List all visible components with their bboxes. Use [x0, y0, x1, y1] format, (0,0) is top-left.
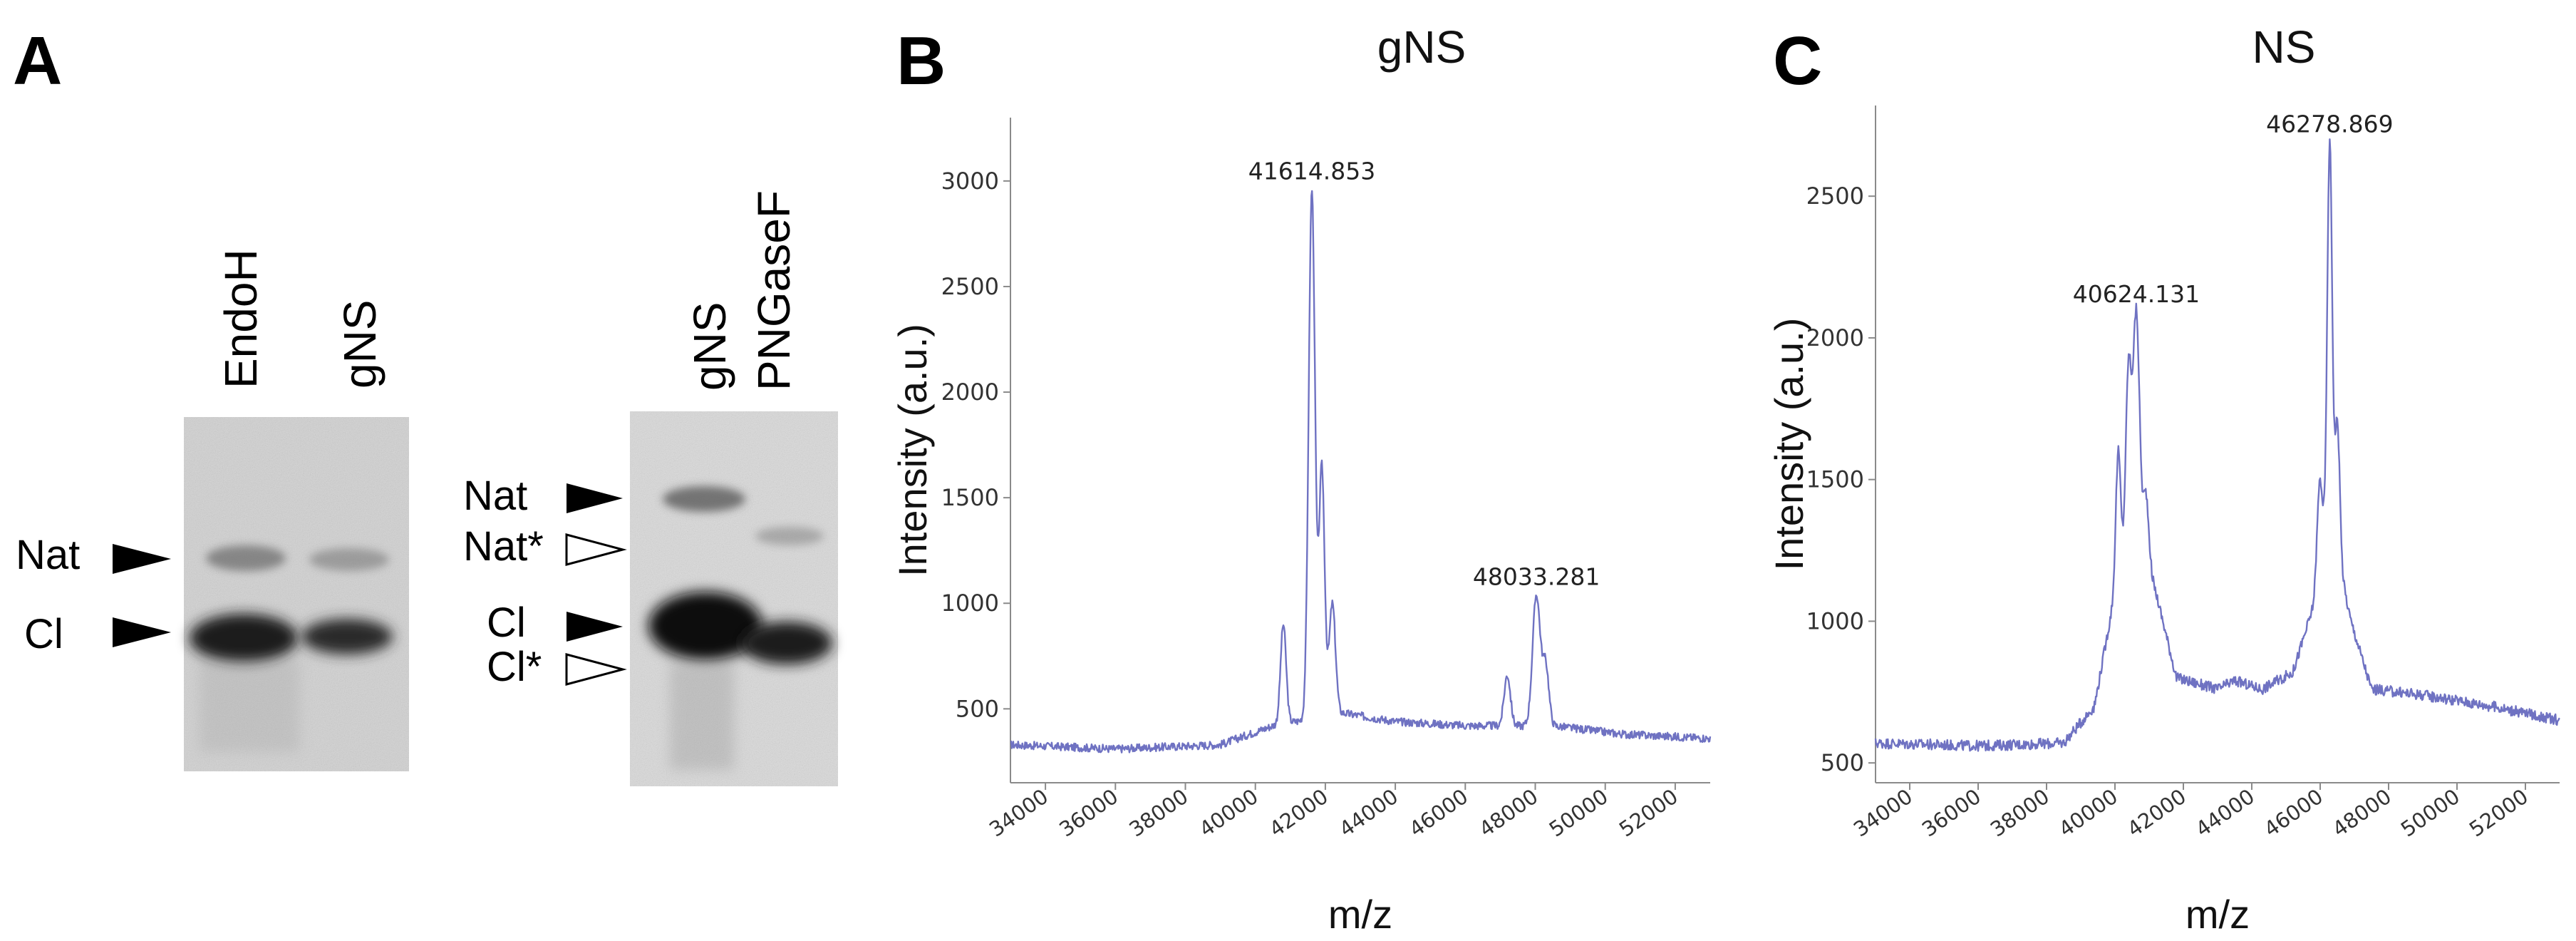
x-tick-label: 36000 — [1055, 784, 1122, 842]
band-label-cl: Cl — [24, 611, 63, 657]
gel-1: EndoH gNS Nat Cl — [16, 249, 409, 771]
x-tick-label: 36000 — [1918, 784, 1985, 842]
band-cl-endoh — [190, 614, 298, 662]
x-tick-label: 34000 — [1849, 784, 1917, 842]
y-axis-label: Intensity (a.u.) — [1767, 318, 1811, 571]
arrow-open-icon — [565, 533, 627, 566]
spectrum-trace — [1010, 190, 1712, 754]
x-tick-label: 40000 — [2054, 784, 2122, 842]
x-tick-label: 48000 — [1474, 784, 1542, 842]
band-label-natstar: Nat* — [463, 523, 544, 570]
y-tick-label: 500 — [956, 695, 999, 722]
y-axis-label: Intensity (a.u.) — [890, 324, 935, 577]
x-tick-label: 50000 — [1545, 784, 1613, 842]
gel-2-image — [630, 411, 838, 786]
lane-label-pngasef: PNGaseF — [748, 190, 800, 391]
band-nat-gns — [309, 548, 389, 571]
x-tick-label: 48000 — [2328, 784, 2396, 842]
band-label-nat: Nat — [16, 532, 80, 578]
y-tick-label: 2000 — [1806, 324, 1864, 351]
chart-title: NS — [2252, 21, 2316, 73]
x-tick-label: 50000 — [2396, 784, 2464, 842]
panel-letter-a: A — [13, 23, 62, 99]
chart-gns: gNS 500 1000 1500 2000 2500 3000 34000 36000 3800… — [890, 21, 1712, 937]
x-tick-label: 44000 — [2191, 784, 2259, 842]
arrow-filled-icon — [113, 617, 171, 647]
band-clstar-pngasef — [741, 622, 832, 664]
band-cl-gns-2 — [648, 592, 762, 660]
arrow-filled-icon — [113, 544, 171, 574]
x-axis-label: m/z — [1328, 892, 1392, 937]
arrow-filled-icon — [567, 483, 623, 513]
y-tick-label: 1500 — [941, 484, 999, 511]
x-axis-label: m/z — [2186, 892, 2250, 937]
y-tick-label: 2500 — [941, 273, 999, 300]
x-tick-label: 46000 — [2260, 784, 2327, 842]
y-tick-label: 500 — [1821, 749, 1864, 776]
peak-label: 40624.131 — [2073, 280, 2200, 308]
lane-label-gns: gNS — [334, 300, 386, 389]
spectrum-trace — [1874, 138, 2560, 752]
band-nat-gns-2 — [663, 486, 745, 512]
x-tick-label: 34000 — [985, 784, 1052, 842]
x-tick-label: 44000 — [1335, 784, 1402, 842]
chart-title: gNS — [1377, 21, 1467, 73]
x-tick-label: 52000 — [1615, 784, 1682, 842]
y-tick-label: 2000 — [941, 379, 999, 406]
band-cl-gns — [301, 619, 393, 654]
arrow-open-icon — [565, 653, 627, 686]
band-natstar-pngasef — [755, 527, 824, 545]
y-tick-label: 1500 — [1806, 466, 1864, 493]
band-label-cl-2: Cl — [487, 600, 526, 646]
panel-letter-c: C — [1773, 23, 1822, 99]
x-tick-label: 46000 — [1405, 784, 1472, 842]
gel-2: gNS PNGaseF Nat Nat* Cl Cl* — [463, 190, 838, 786]
panel-letter-b: B — [896, 23, 946, 99]
panel-b: B gNS 500 1000 1500 2000 2500 3000 34000 36000 38… — [890, 21, 1712, 937]
lane-label-endoh: EndoH — [215, 249, 267, 389]
y-tick-label: 1000 — [941, 590, 999, 617]
chart-ns: NS 500 1000 1500 2000 2500 34000 36000 38000 4000… — [1767, 21, 2560, 937]
y-tick-label: 2500 — [1806, 182, 1864, 210]
arrow-filled-icon — [567, 612, 623, 642]
band-label-nat-2: Nat — [463, 473, 527, 519]
x-tick-label: 38000 — [1124, 784, 1192, 842]
peak-label: 41614.853 — [1248, 158, 1375, 185]
x-tick-label: 52000 — [2465, 784, 2533, 842]
x-tick-label: 42000 — [1265, 784, 1333, 842]
peak-label: 46278.869 — [2266, 110, 2393, 138]
x-tick-label: 38000 — [1986, 784, 2054, 842]
band-nat-endoh — [206, 545, 286, 571]
gel-1-image — [184, 417, 409, 771]
peak-label: 48033.281 — [1473, 562, 1600, 590]
y-tick-label: 1000 — [1806, 607, 1864, 634]
panel-a: A EndoH gNS Nat Cl gNS PNGaseF — [13, 23, 838, 786]
lane-label-gns-2: gNS — [684, 302, 735, 391]
band-label-clstar: Cl* — [487, 644, 542, 690]
y-tick-label: 3000 — [941, 168, 999, 195]
x-tick-label: 42000 — [2123, 784, 2190, 842]
x-tick-label: 40000 — [1195, 784, 1263, 842]
